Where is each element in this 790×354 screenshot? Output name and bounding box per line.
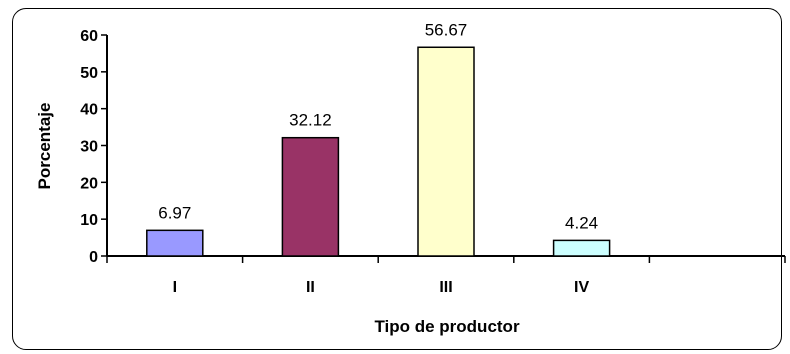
bar <box>281 136 340 257</box>
data-label: 6.97 <box>158 203 191 222</box>
bars <box>146 46 611 257</box>
x-tick-label: IV <box>574 279 589 296</box>
x-tick-label: II <box>306 279 315 296</box>
y-tick-label: 50 <box>80 65 98 82</box>
x-axis-title: Tipo de productor <box>374 317 520 336</box>
bar <box>417 46 475 257</box>
y-axis-title: Porcentaje <box>35 103 54 190</box>
bar <box>552 239 611 257</box>
y-tick-label: 0 <box>89 249 98 266</box>
y-tick-label: 40 <box>80 102 98 119</box>
data-label: 32.12 <box>289 111 332 130</box>
y-tick-label: 60 <box>80 28 98 45</box>
chart-frame <box>12 8 782 350</box>
x-tick-label: I <box>173 279 177 296</box>
y-tick-label: 20 <box>80 175 98 192</box>
bar <box>146 229 204 257</box>
x-tick-label: III <box>439 279 452 296</box>
data-label: 4.24 <box>565 213 598 232</box>
axes: 0 10 20 30 40 50 60 <box>80 28 786 266</box>
y-tick-label: 30 <box>80 139 98 156</box>
y-tick-label: 10 <box>80 212 98 229</box>
data-label: 56.67 <box>425 20 468 39</box>
